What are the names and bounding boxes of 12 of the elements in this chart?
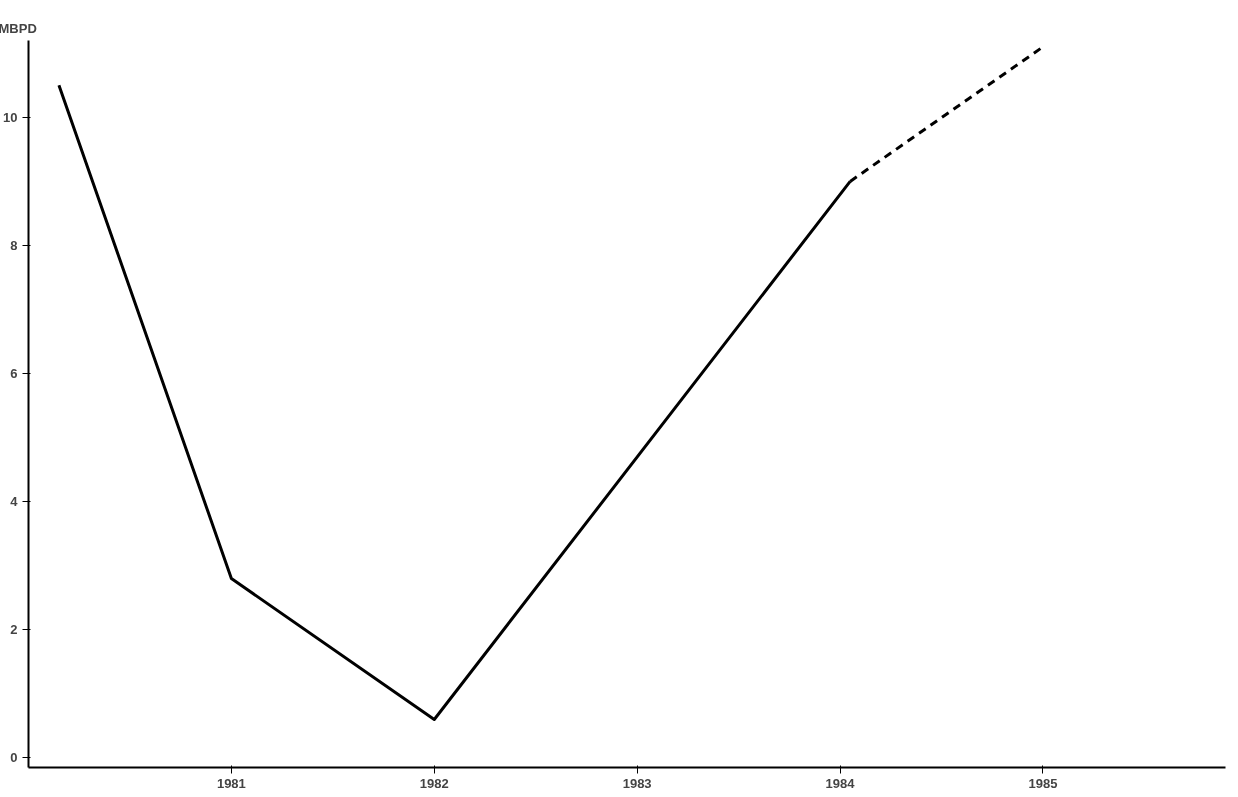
y-axis-title: MBPD [0,20,37,36]
y-tick-label: 4 [10,494,19,510]
x-tick-label: 1985 [1028,775,1058,791]
y-tick-label: 10 [3,109,18,125]
y-tick-label: 2 [10,622,18,638]
y-tick-label: 8 [10,237,18,253]
x-tick-label: 1984 [825,775,856,791]
x-tick-label: 1983 [622,775,652,791]
y-tick-label: 0 [10,750,18,766]
x-tick-label: 1981 [216,775,246,791]
y-tick-label: 6 [10,366,18,382]
x-tick-label: 1982 [419,775,449,791]
